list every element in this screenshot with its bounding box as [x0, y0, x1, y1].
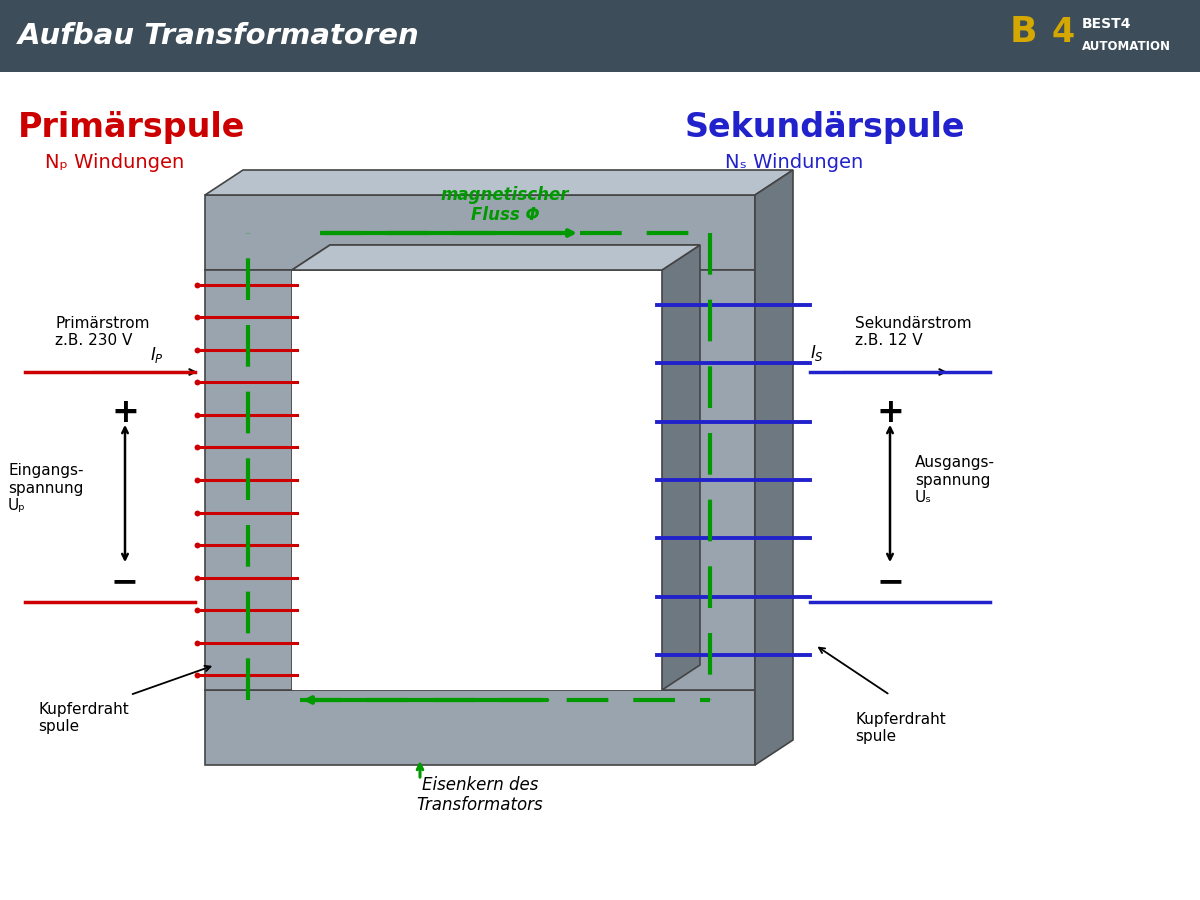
Text: Primärspule: Primärspule — [18, 112, 245, 145]
Polygon shape — [205, 690, 755, 765]
Text: Eingangs-
spannung
Uₚ: Eingangs- spannung Uₚ — [8, 464, 84, 513]
Text: Nₛ Windungen: Nₛ Windungen — [725, 152, 863, 172]
Polygon shape — [205, 270, 292, 690]
Text: 4: 4 — [1052, 15, 1075, 49]
Text: Eisenkern des
Transformators: Eisenkern des Transformators — [416, 776, 544, 814]
Text: BEST4: BEST4 — [1082, 17, 1132, 31]
Text: B: B — [1010, 15, 1038, 49]
Polygon shape — [292, 270, 662, 690]
Text: AUTOMATION: AUTOMATION — [1082, 40, 1171, 52]
Text: −: − — [112, 565, 139, 599]
Text: +: + — [876, 395, 904, 428]
Text: Sekundärspule: Sekundärspule — [685, 112, 966, 145]
Text: Kupferdraht
spule: Kupferdraht spule — [38, 702, 128, 734]
Text: Primärstrom
z.B. 230 V: Primärstrom z.B. 230 V — [55, 316, 150, 348]
Text: Sekundärstrom
z.B. 12 V: Sekundärstrom z.B. 12 V — [856, 316, 972, 348]
Text: Nₚ Windungen: Nₚ Windungen — [46, 152, 185, 172]
Polygon shape — [292, 245, 700, 270]
Text: −: − — [876, 565, 904, 599]
Polygon shape — [662, 245, 700, 690]
Text: +: + — [112, 395, 139, 428]
Text: Kupferdraht
spule: Kupferdraht spule — [856, 712, 946, 744]
Text: $I_P$: $I_P$ — [150, 345, 164, 365]
Polygon shape — [755, 170, 793, 765]
Polygon shape — [205, 195, 755, 270]
Text: magnetischer
Fluss Φ: magnetischer Fluss Φ — [440, 185, 569, 224]
Polygon shape — [662, 270, 755, 690]
Text: Aufbau Transformatoren: Aufbau Transformatoren — [18, 22, 420, 50]
Text: Ausgangs-
spannung
Uₛ: Ausgangs- spannung Uₛ — [916, 455, 995, 505]
FancyBboxPatch shape — [0, 0, 1200, 72]
Polygon shape — [292, 245, 700, 270]
Polygon shape — [205, 170, 793, 195]
Text: $I_S$: $I_S$ — [810, 343, 824, 363]
